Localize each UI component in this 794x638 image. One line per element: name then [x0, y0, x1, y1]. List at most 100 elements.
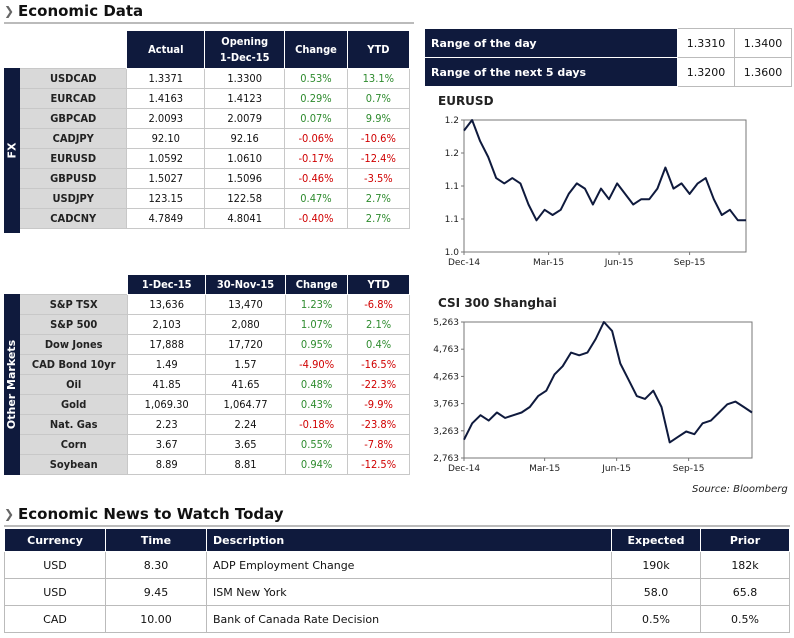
- fx-actual: 1.5027: [126, 168, 206, 189]
- col-currency: Currency: [4, 528, 106, 552]
- fx-actual: 1.3371: [126, 68, 206, 89]
- fx-row: USDCAD 1.3371 1.3300 0.53% 13.1%: [3, 68, 411, 89]
- col-prior: Prior: [700, 528, 790, 552]
- fx-pair-label: EURCAD: [3, 88, 128, 109]
- col-expected: Expected: [611, 528, 701, 552]
- x-tick-label: Jun-15: [604, 258, 634, 268]
- market-value-2: 8.81: [205, 454, 287, 475]
- fx-change: -0.17%: [284, 148, 348, 169]
- chevron-right-icon: ❯: [4, 507, 15, 521]
- col-ytd: YTD: [346, 30, 411, 69]
- series-line: [463, 119, 746, 222]
- market-label: Dow Jones: [3, 334, 129, 355]
- fx-pair-label: GBPUSD: [3, 168, 128, 189]
- news-currency: CAD: [4, 605, 106, 633]
- fx-opening: 1.0610: [204, 148, 286, 169]
- fx-opening: 2.0079: [204, 108, 286, 129]
- fx-row: GBPUSD 1.5027 1.5096 -0.46% -3.5%: [3, 168, 411, 189]
- market-value-2: 2,080: [205, 314, 287, 335]
- fx-ytd: 0.7%: [346, 88, 411, 109]
- col-opening: Opening 1-Dec-15: [204, 30, 286, 69]
- range-high: 1.3600: [734, 57, 792, 87]
- market-value-2: 41.65: [205, 374, 287, 395]
- fx-row: CADJPY 92.10 92.16 -0.06% -10.6%: [3, 128, 411, 149]
- range-high: 1.3400: [734, 28, 792, 58]
- news-description: Bank of Canada Rate Decision: [206, 605, 612, 633]
- fx-ytd: -3.5%: [346, 168, 411, 189]
- fx-change: 0.53%: [284, 68, 348, 89]
- fx-change: -0.40%: [284, 208, 348, 229]
- col-description: Description: [206, 528, 612, 552]
- fx-change: 0.07%: [284, 108, 348, 129]
- col-date-1: 1-Dec-15: [127, 274, 207, 295]
- market-value-1: 2,103: [127, 314, 207, 335]
- chevron-right-icon: ❯: [4, 4, 15, 18]
- fx-opening: 1.4123: [204, 88, 286, 109]
- y-tick-label: 1.2: [445, 149, 459, 159]
- y-tick-label: 1.2: [445, 116, 459, 126]
- fx-ytd: 2.7%: [346, 208, 411, 229]
- market-label: S&P TSX: [3, 294, 129, 315]
- fx-table: Actual Opening 1-Dec-15 Change YTD USDCAD…: [3, 30, 411, 229]
- x-tick-label: Dec-14: [448, 258, 480, 268]
- news-row: USD 9.45 ISM New York 58.0 65.8: [4, 578, 790, 606]
- y-tick-label: 3,763: [433, 400, 459, 410]
- page-title: Economic Data: [18, 2, 144, 20]
- y-tick-label: 4,263: [433, 372, 459, 382]
- market-change: -4.90%: [285, 354, 349, 375]
- market-ytd: -6.8%: [347, 294, 410, 315]
- fx-row: EURCAD 1.4163 1.4123 0.29% 0.7%: [3, 88, 411, 109]
- news-rule: [4, 525, 790, 527]
- fx-ytd: -10.6%: [346, 128, 411, 149]
- fx-actual: 2.0093: [126, 108, 206, 129]
- range-low: 1.3310: [677, 28, 735, 58]
- fx-actual: 92.10: [126, 128, 206, 149]
- market-ytd: 2.1%: [347, 314, 410, 335]
- market-change: 0.95%: [285, 334, 349, 355]
- fx-row: EURUSD 1.0592 1.0610 -0.17% -12.4%: [3, 148, 411, 169]
- range-row: Range of the next 5 days 1.3200 1.3600: [424, 57, 792, 87]
- fx-opening: 122.58: [204, 188, 286, 209]
- market-row: Gold 1,069.30 1,064.77 0.43% -9.9%: [3, 394, 410, 415]
- market-row: CAD Bond 10yr 1.49 1.57 -4.90% -16.5%: [3, 354, 410, 375]
- market-ytd: -22.3%: [347, 374, 410, 395]
- market-value-1: 1.49: [127, 354, 207, 375]
- y-tick-label: 4,763: [433, 345, 459, 355]
- chart-title-csi300: CSI 300 Shanghai: [438, 296, 557, 310]
- market-ytd: -16.5%: [347, 354, 410, 375]
- market-label: Oil: [3, 374, 129, 395]
- fx-ytd: 2.7%: [346, 188, 411, 209]
- fx-ytd: 9.9%: [346, 108, 411, 129]
- news-description: ADP Employment Change: [206, 551, 612, 579]
- x-tick-label: Sep-15: [674, 258, 706, 268]
- chart-title-eurusd: EURUSD: [438, 94, 494, 108]
- x-tick-label: Mar-15: [533, 258, 564, 268]
- fx-change: 0.29%: [284, 88, 348, 109]
- y-tick-label: 1.0: [445, 248, 460, 258]
- y-tick-label: 2,763: [433, 454, 459, 464]
- fx-side-label: FX: [4, 68, 20, 233]
- market-row: S&P TSX 13,636 13,470 1.23% -6.8%: [3, 294, 410, 315]
- y-tick-label: 1.1: [445, 215, 459, 225]
- fx-opening: 92.16: [204, 128, 286, 149]
- col-change: Change: [285, 274, 349, 295]
- news-row: CAD 10.00 Bank of Canada Rate Decision 0.5%…: [4, 605, 790, 633]
- fx-actual: 4.7849: [126, 208, 206, 229]
- col-time: Time: [105, 528, 207, 552]
- market-ytd: -23.8%: [347, 414, 410, 435]
- market-row: Corn 3.67 3.65 0.55% -7.8%: [3, 434, 410, 455]
- market-value-2: 3.65: [205, 434, 287, 455]
- news-currency: USD: [4, 551, 106, 579]
- col-change: Change: [284, 30, 348, 69]
- news-prior: 65.8: [700, 578, 790, 606]
- news-expected: 58.0: [611, 578, 701, 606]
- col-ytd: YTD: [347, 274, 410, 295]
- market-value-1: 2.23: [127, 414, 207, 435]
- market-value-1: 3.67: [127, 434, 207, 455]
- news-row: USD 8.30 ADP Employment Change 190k 182k: [4, 551, 790, 579]
- markets-side-label: Other Markets: [4, 294, 20, 475]
- range-label: Range of the day: [424, 28, 678, 58]
- market-value-2: 2.24: [205, 414, 287, 435]
